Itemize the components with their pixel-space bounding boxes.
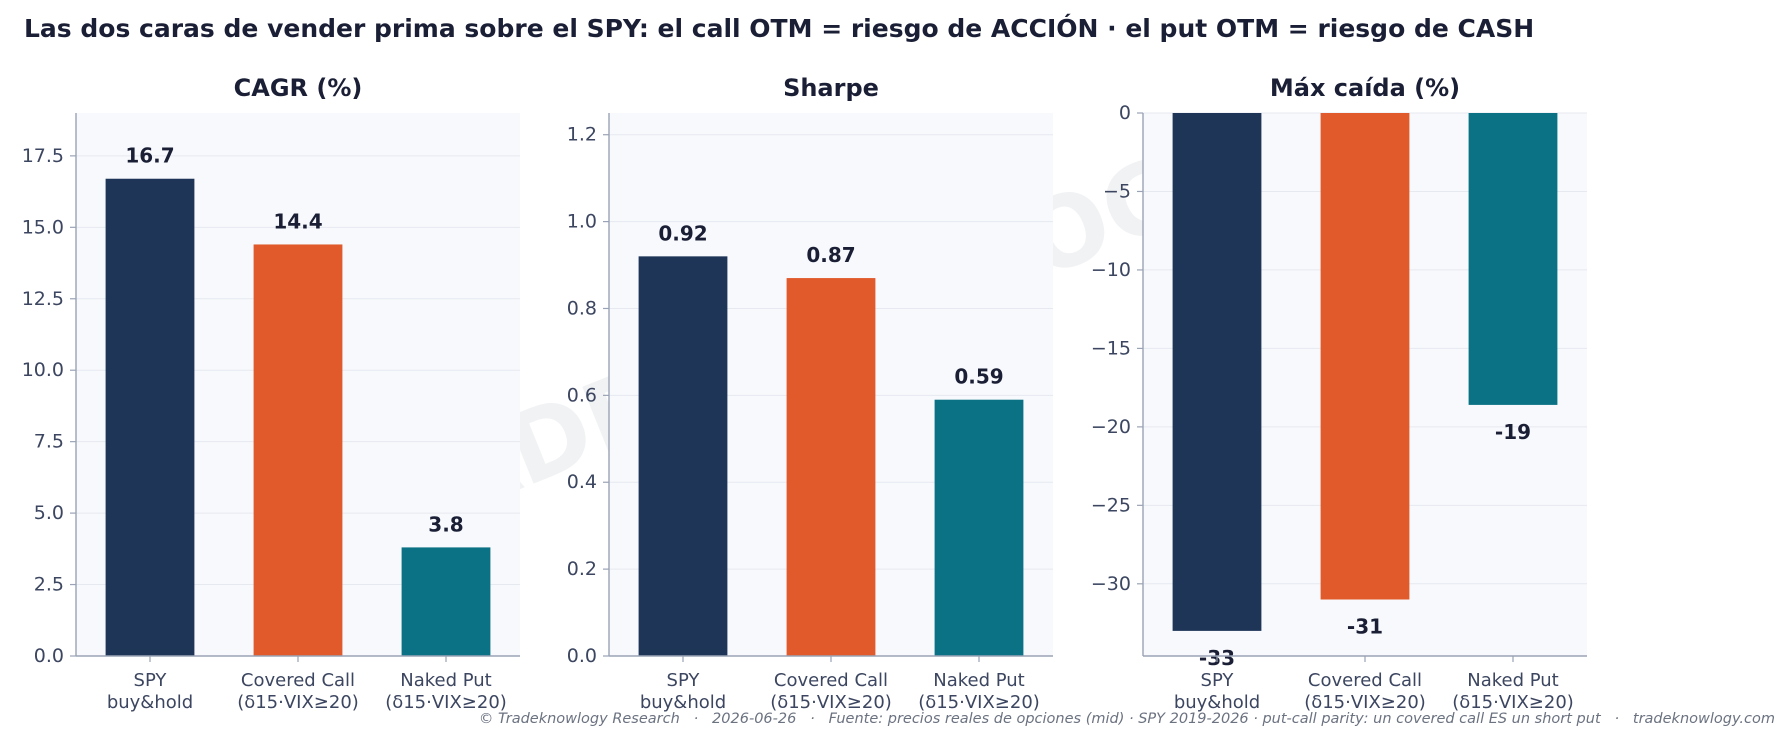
x-tick-label: Covered Call (δ15·VIX≥20) — [770, 670, 892, 713]
chart-panel-1: 0.0 2.5 5.0 7.5 10.0 12.5 15.0 17.5 16.7 SPY buy&h… — [22, 74, 520, 713]
x-tick-label-line: Covered Call — [1308, 670, 1422, 691]
y-tick-label: 7.5 — [34, 431, 64, 453]
x-tick-label: SPY buy&hold — [640, 670, 726, 713]
x-tick-label-line: (δ15·VIX≥20) — [770, 692, 892, 713]
y-tick-label: −10 — [1091, 259, 1131, 281]
bar-value-label: 0.92 — [658, 221, 707, 245]
y-tick-label: 0.4 — [567, 471, 597, 493]
bar-1 — [638, 256, 728, 656]
x-tick-label-line: buy&hold — [640, 692, 726, 713]
chart-title: CAGR (%) — [234, 74, 363, 102]
y-tick-label: 2.5 — [34, 574, 64, 596]
chart-panel-2: 0.0 0.2 0.4 0.6 0.8 1.0 1.2 0.92 SPY buy&hold 0.87… — [567, 74, 1053, 713]
x-tick-label-line: (δ15·VIX≥20) — [1304, 692, 1426, 713]
x-tick-label-line: SPY — [134, 670, 168, 691]
y-tick-label: 12.5 — [22, 288, 64, 310]
x-tick-label: Naked Put (δ15·VIX≥20) — [385, 670, 507, 713]
bar-value-label: 0.59 — [954, 365, 1003, 389]
bar-3 — [934, 399, 1024, 656]
bar-2 — [253, 244, 343, 656]
y-tick-label: −20 — [1091, 416, 1131, 438]
y-tick-label: 10.0 — [22, 359, 64, 381]
x-tick-label-line: Covered Call — [774, 670, 888, 691]
x-tick-label-line: Naked Put — [400, 670, 492, 691]
chart-title: Máx caída (%) — [1270, 74, 1460, 102]
y-tick-label: −15 — [1091, 337, 1131, 359]
x-tick-label: Covered Call (δ15·VIX≥20) — [237, 670, 359, 713]
y-tick-label: 17.5 — [22, 145, 64, 167]
x-tick-label: SPY buy&hold — [107, 670, 193, 713]
bar-1 — [105, 178, 195, 657]
x-tick-label-line: Naked Put — [1467, 670, 1559, 691]
bar-value-label: -31 — [1347, 615, 1383, 639]
x-tick-label-line: (δ15·VIX≥20) — [385, 692, 507, 713]
x-tick-label-line: Covered Call — [241, 670, 355, 691]
y-tick-label: 0.0 — [34, 645, 64, 667]
bar-2 — [786, 278, 876, 656]
bar-value-label: 16.7 — [125, 144, 174, 168]
bar-1 — [1172, 113, 1262, 631]
y-tick-label: 0.2 — [567, 558, 597, 580]
x-tick-label-line: (δ15·VIX≥20) — [918, 692, 1040, 713]
x-tick-label: Covered Call (δ15·VIX≥20) — [1304, 670, 1426, 713]
y-tick-label: 15.0 — [22, 216, 64, 238]
x-tick-label-line: (δ15·VIX≥20) — [237, 692, 359, 713]
footer: © Tradeknowlogy Research · 2026-06-26 · … — [478, 711, 1775, 727]
x-tick-label-line: (δ15·VIX≥20) — [1452, 692, 1574, 713]
chart-title: Sharpe — [783, 74, 879, 102]
y-tick-label: 1.0 — [567, 211, 597, 233]
x-tick-label: Naked Put (δ15·VIX≥20) — [918, 670, 1040, 713]
y-tick-label: 0.6 — [567, 384, 597, 406]
x-tick-label-line: buy&hold — [107, 692, 193, 713]
bar-3 — [401, 547, 491, 656]
y-tick-label: 0 — [1119, 102, 1131, 124]
y-tick-label: 5.0 — [34, 502, 64, 524]
bar-value-label: 3.8 — [428, 512, 463, 536]
bar-2 — [1320, 113, 1410, 600]
page-title: Las dos caras de vender prima sobre el S… — [24, 14, 1535, 43]
bar-3 — [1468, 113, 1558, 405]
bar-value-label: 0.87 — [806, 243, 855, 267]
x-tick-label: Naked Put (δ15·VIX≥20) — [1452, 670, 1574, 713]
y-tick-label: −25 — [1091, 494, 1131, 516]
y-tick-label: 0.8 — [567, 297, 597, 319]
y-tick-label: 0.0 — [567, 645, 597, 667]
y-tick-label: −30 — [1091, 573, 1131, 595]
x-tick-label: SPY buy&hold — [1174, 670, 1260, 713]
y-tick-label: −5 — [1103, 180, 1131, 202]
bar-value-label: 14.4 — [273, 209, 322, 233]
y-tick-label: 1.2 — [567, 124, 597, 146]
bar-value-label: -19 — [1495, 420, 1531, 444]
x-tick-label-line: SPY — [1201, 670, 1235, 691]
x-tick-label-line: SPY — [667, 670, 701, 691]
x-tick-label-line: Naked Put — [933, 670, 1025, 691]
x-tick-label-line: buy&hold — [1174, 692, 1260, 713]
